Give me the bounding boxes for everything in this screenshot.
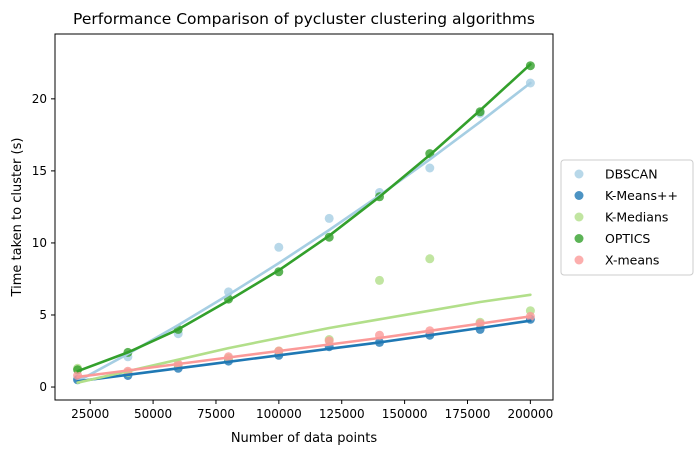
x-axis: 25000 50000 75000 100000 125000 150000 175000 2… bbox=[71, 400, 553, 421]
dbscan-point bbox=[324, 213, 334, 223]
legend-label-k-medians: K-Medians bbox=[605, 210, 668, 225]
x-tick-label: 175000 bbox=[445, 407, 491, 421]
legend-frame bbox=[560, 159, 694, 276]
y-tick-label: 20 bbox=[32, 92, 47, 106]
optics-fit-line bbox=[76, 63, 532, 373]
legend-marker-x-means bbox=[574, 255, 584, 265]
legend-label-k-means-: K-Means++ bbox=[605, 188, 678, 203]
k-medians-point bbox=[425, 254, 435, 264]
y-tick-label: 15 bbox=[32, 164, 47, 178]
x-tick-label: 150000 bbox=[382, 407, 428, 421]
y-tick-label: 0 bbox=[39, 380, 47, 394]
dbscan-point bbox=[274, 242, 284, 252]
legend-marker-optics bbox=[574, 234, 584, 243]
legend: DBSCAN K-Means++ K-Medians OPTICS X-means bbox=[560, 159, 694, 276]
legend-label-optics: OPTICS bbox=[605, 231, 650, 246]
k-medians-fit-line bbox=[76, 293, 532, 385]
x-tick-label: 50000 bbox=[134, 407, 172, 421]
legend-marker-k-medians bbox=[574, 212, 584, 222]
dbscan-point bbox=[425, 163, 435, 173]
legend-label-x-means: X-means bbox=[605, 253, 659, 268]
legend-marker-dbscan bbox=[574, 169, 584, 179]
y-tick-label: 10 bbox=[32, 236, 47, 250]
x-tick-label: 125000 bbox=[319, 407, 365, 421]
x-tick-label: 25000 bbox=[71, 407, 109, 421]
plot-area bbox=[73, 61, 535, 385]
k-means--fit-line bbox=[76, 319, 532, 383]
x-axis-label: Number of data points bbox=[231, 431, 378, 446]
legend-marker-k-means- bbox=[574, 191, 584, 200]
legend-label-dbscan: DBSCAN bbox=[605, 167, 658, 182]
y-axis: 0 5 10 15 20 bbox=[32, 92, 55, 394]
chart-title: Performance Comparison of pycluster clus… bbox=[73, 10, 535, 28]
k-medians-point bbox=[375, 275, 384, 285]
x-tick-label: 200000 bbox=[507, 407, 553, 421]
x-means-fit-line bbox=[76, 315, 532, 379]
y-tick-label: 5 bbox=[39, 308, 47, 322]
x-tick-label: 100000 bbox=[256, 407, 302, 421]
x-tick-label: 75000 bbox=[197, 407, 235, 421]
plot-frame bbox=[54, 33, 554, 401]
y-axis-label: Time taken to cluster (s) bbox=[10, 138, 25, 298]
